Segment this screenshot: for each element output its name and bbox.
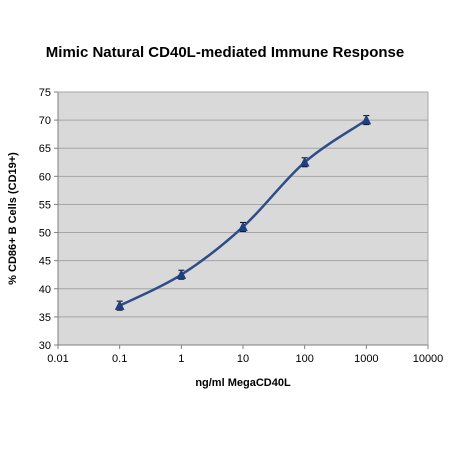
y-tick-labels: 30 35 40 45 50 55 60 65 70 75: [39, 87, 58, 352]
x-tick-label: 0.1: [112, 353, 127, 365]
x-tick-label: 10: [237, 353, 249, 365]
data-point: [238, 221, 248, 232]
y-tick-label: 70: [39, 115, 51, 127]
x-tick-label: 1: [178, 353, 184, 365]
data-point: [176, 269, 187, 279]
y-tick-label: 60: [39, 171, 51, 183]
y-tick-label: 75: [39, 87, 51, 99]
y-tick-label: 50: [39, 228, 51, 240]
data-point: [299, 156, 310, 167]
y-tick-label: 40: [39, 284, 51, 296]
x-tick-label: 0.01: [47, 353, 68, 365]
data-point: [361, 114, 372, 125]
x-axis-title: ng/ml MegaCD40L: [195, 377, 291, 389]
chart-title: Mimic Natural CD40L-mediated Immune Resp…: [45, 44, 405, 61]
x-tick-label: 1000: [354, 353, 378, 365]
y-tick-label: 45: [39, 256, 51, 268]
plot-area: [58, 92, 428, 345]
y-axis-title: % CD86+ B Cells (CD19+): [7, 152, 19, 285]
data-points: [114, 114, 372, 310]
y-tick-label: 35: [39, 312, 51, 324]
x-tick-label: 10000: [413, 353, 444, 365]
y-tick-label: 55: [39, 199, 51, 211]
x-tick-label: 100: [295, 353, 313, 365]
x-tick-labels: 0.01 0.1 1 10 100 1000 10000: [47, 345, 443, 365]
y-tick-label: 65: [39, 143, 51, 155]
y-tick-label: 30: [39, 340, 51, 352]
data-point: [114, 300, 125, 310]
